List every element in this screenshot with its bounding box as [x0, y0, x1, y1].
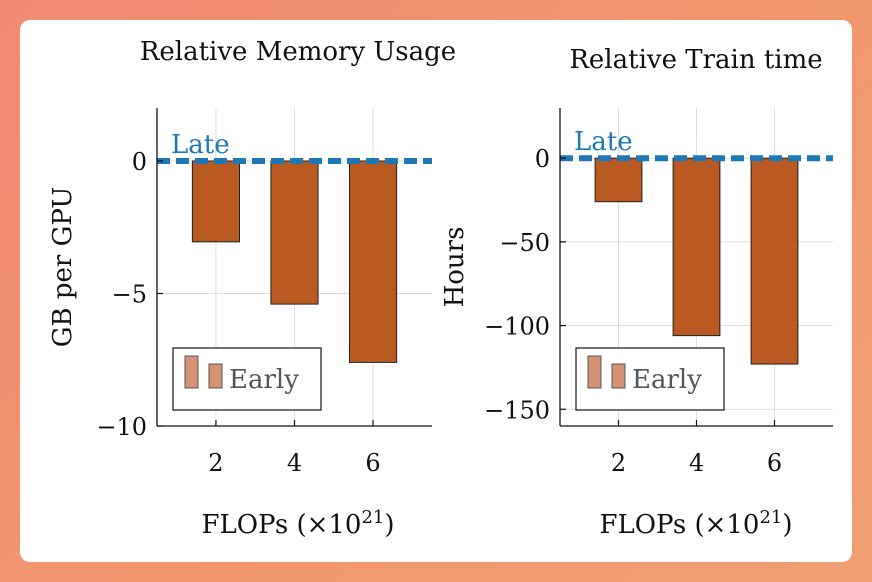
- bar: [349, 160, 398, 363]
- y-tick-label: −100: [484, 313, 550, 341]
- wechat-icon: [672, 540, 695, 558]
- y-tick-label: −50: [499, 229, 550, 257]
- x-tick-label: 4: [689, 449, 704, 477]
- x-axis-label: FLOPs (×1021): [599, 507, 792, 540]
- legend-swatch: [587, 355, 602, 389]
- y-tick-label: 0: [535, 145, 550, 173]
- legend-swatch: [184, 355, 199, 389]
- y-tick-label: −150: [484, 396, 550, 424]
- x-tick-label: 2: [611, 449, 626, 477]
- y-tick-label: 0: [132, 148, 147, 176]
- x-tick-label: 6: [365, 449, 380, 477]
- bar: [191, 160, 241, 243]
- bar: [270, 160, 319, 305]
- chart-figure: Relative Memory Usage Late 0 −5 −10 2 4 6 FLOPs …: [48, 37, 833, 540]
- legend-label: Early: [229, 365, 299, 395]
- x-tick-label: 2: [208, 449, 223, 477]
- y-axis-label: GB per GPU: [48, 187, 78, 348]
- reference-line-label: Late: [171, 130, 230, 160]
- chart-title: Relative Train time: [569, 45, 822, 75]
- legend-swatch: [611, 363, 626, 389]
- legend-swatch: [208, 363, 223, 389]
- x-tick-label: 4: [287, 449, 302, 477]
- y-axis-label: Hours: [440, 227, 470, 308]
- chart-panel-1: Relative Memory Usage Late 0 −5 −10 2 4 6 FLOPs …: [48, 37, 456, 540]
- watermark-text: 公众号 · 涌现聚点: [700, 540, 844, 561]
- bar: [594, 157, 643, 203]
- legend-label: Early: [632, 365, 702, 395]
- chart-panel-2: Relative Train time Late 0 −50 −100 −150 2 4 6 FL…: [440, 45, 833, 540]
- x-axis-label: FLOPs (×1021): [201, 507, 394, 540]
- reference-line-label: Late: [574, 127, 633, 157]
- bar: [750, 157, 799, 365]
- watermark: 公众号 · 涌现聚点: [672, 536, 844, 562]
- x-tick-label: 6: [767, 449, 782, 477]
- chart-title: Relative Memory Usage: [140, 37, 456, 67]
- y-tick-label: −5: [112, 281, 147, 309]
- bar: [672, 157, 721, 337]
- y-tick-label: −10: [96, 413, 147, 441]
- chart-card: Relative Memory Usage Late 0 −5 −10 2 4 6 FLOPs …: [20, 20, 852, 562]
